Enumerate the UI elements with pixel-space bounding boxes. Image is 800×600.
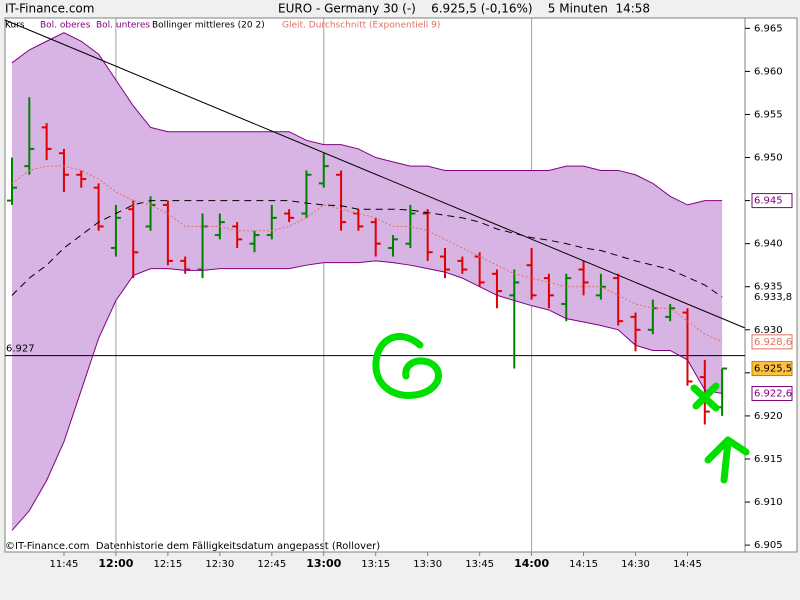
- y-tick-label: 6.950: [754, 153, 783, 164]
- x-tick-label: 14:45: [673, 559, 702, 570]
- x-tick-label: 12:45: [257, 559, 286, 570]
- end-label-box: [751, 361, 793, 377]
- x-tick-label: 12:30: [205, 559, 234, 570]
- x-tick-label: 12:00: [98, 557, 133, 570]
- x-tick-label: 14:00: [514, 557, 549, 570]
- legend-entry: Kurs: [5, 21, 25, 31]
- x-tick-label: 13:00: [306, 557, 341, 570]
- source: IT-Finance.com: [5, 2, 94, 16]
- x-tick-label: 14:30: [621, 559, 650, 570]
- scribble-x: [690, 382, 720, 412]
- x-tick-label: 11:45: [50, 559, 79, 570]
- end-label-box: [751, 289, 793, 305]
- end-label: 6.925,5: [754, 364, 792, 375]
- y-tick-label: 6.960: [754, 66, 783, 77]
- series-line: [11, 200, 723, 298]
- end-label: 6.945: [754, 196, 783, 207]
- series-line: [11, 260, 723, 531]
- legend-entry: Gleit. Durchschnitt (Exponentiell 9): [282, 21, 440, 31]
- y-tick-label: 6.930: [754, 325, 783, 336]
- footer: ©IT-Finance.com Datenhistorie dem Fällig…: [5, 541, 380, 552]
- scribble-loop: [372, 333, 442, 399]
- trend-line: [4, 19, 746, 329]
- x-tick-label: 14:15: [569, 559, 598, 570]
- y-tick-label: 6.940: [754, 239, 783, 250]
- end-label: 6.933,8: [754, 292, 792, 303]
- marks: 11:45 12:00 12:15 12:30 12:45 13:00 13:15 13:30…: [5, 18, 793, 570]
- y-tick-label: 6.920: [754, 411, 783, 422]
- x-tick-label: 13:45: [465, 559, 494, 570]
- legend-entry: Bollinger mittleres (20 2): [152, 21, 265, 31]
- end-label-box: [751, 334, 793, 350]
- end-label-box: [751, 386, 793, 402]
- y-tick-label: 6.955: [754, 109, 783, 120]
- y-tick-label: 6.915: [754, 454, 783, 465]
- horizontal-line-label: 6.927: [6, 344, 35, 355]
- y-axis-area: [744, 17, 798, 553]
- scribble-arrow: [704, 436, 750, 484]
- legend-entry: Bol. unteres: [96, 21, 150, 31]
- y-tick-label: 6.905: [754, 540, 783, 551]
- series-line: [11, 165, 723, 343]
- y-tick-label: 6.910: [754, 497, 783, 508]
- end-label: 6.922,6: [754, 389, 792, 400]
- x-tick-label: 12:15: [153, 559, 182, 570]
- x-tick-label: 13:15: [361, 559, 390, 570]
- chart-title: EURO - Germany 30 (-) 6.925,5 (-0,16%) 5…: [278, 2, 650, 16]
- y-tick-label: 6.935: [754, 282, 783, 293]
- y-tick-label: 6.965: [754, 23, 783, 34]
- x-tick-label: 13:30: [413, 559, 442, 570]
- hand-annotations: [372, 333, 750, 484]
- end-label: 6.928,6: [754, 337, 792, 348]
- legend-entry: Bol. oberes: [40, 21, 91, 31]
- end-label-box: [751, 193, 793, 209]
- band-fill: [12, 32, 723, 531]
- series-line: [11, 32, 723, 206]
